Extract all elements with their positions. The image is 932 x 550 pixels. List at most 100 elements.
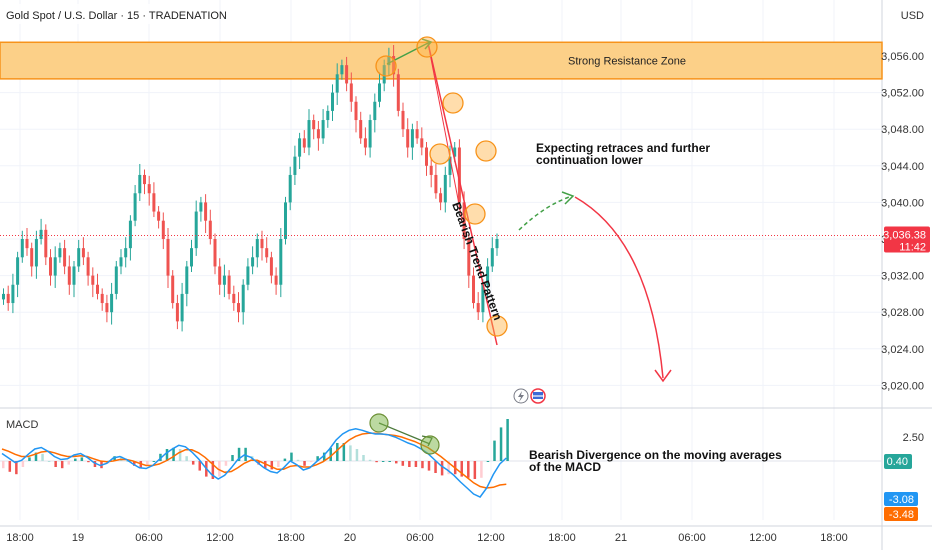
macd-histogram-bar [2,461,5,469]
candle-body [302,138,306,148]
resistance-zone-label: Strong Resistance Zone [568,56,686,68]
candle-body [335,74,339,93]
macd-histogram-bar [375,461,378,463]
candle-body [340,65,344,75]
macd-histogram-bar [93,461,97,467]
macd-histogram-bar [362,455,365,461]
macd-histogram-bar [447,461,450,475]
candle-body [425,147,428,166]
candle-body [345,65,349,84]
candle-body [86,257,90,276]
time-tick-label: 12:00 [477,532,505,544]
macd-histogram-bar [54,461,57,467]
resistance-zone [0,41,883,80]
trend-line-inner [427,42,463,221]
time-tick-label: 18:00 [277,532,305,544]
candle-body [378,83,381,102]
candle-body [246,266,250,285]
time-tick-label: 18:00 [548,532,576,544]
macd-histogram-bar [460,461,463,477]
candle-body [25,239,29,249]
candle-body [373,101,377,121]
macd-histogram-bar [440,461,444,476]
macd-histogram-bar [198,461,201,471]
candle-body [321,120,325,139]
candle-body [67,266,71,285]
candle-body [213,239,217,267]
candle-body [415,129,419,139]
candle-body [166,239,170,276]
candle-body [255,239,259,258]
candle-body [439,193,443,203]
macd-histogram-bar [21,461,25,467]
macd-histogram-bar [139,461,143,469]
macd-histogram-bar [41,453,44,461]
macd-histogram-bar [237,447,241,461]
candle-body [316,129,320,139]
candle-body [269,257,273,276]
price-tick-label: 3,024.00 [881,344,924,356]
candle-body [349,83,353,102]
candle-body [410,129,414,148]
projection-arrowhead [561,191,575,205]
candle-body [284,202,287,239]
macd-histogram-bar [355,449,359,461]
macd-histogram-bar [231,455,234,461]
macd-histogram-bar [322,452,326,461]
macd-pane-label: MACD [6,419,38,431]
macd-histogram-bar [34,452,38,461]
candle-body [429,165,433,175]
candle-body [481,284,485,313]
projection-down-arrowhead [654,369,672,383]
macd-histogram-bar [408,461,411,467]
price-tick-label: 3,052.00 [881,88,924,100]
swing-point-circle [464,203,486,225]
macd-histogram-bar [277,461,280,467]
candle-body [6,293,10,304]
candle-body [124,248,128,258]
macd-histogram-bar [467,461,470,478]
candle-body [279,239,283,285]
macd-tick-label: 2.50 [903,432,924,444]
candle-body [199,202,203,212]
hist-value-tag [884,507,918,521]
macd-histogram-bar [486,461,490,462]
candle-body [16,257,20,285]
signal-value-label: -3.08 [889,494,914,506]
current-price-countdown: 11:42 [899,242,926,254]
macd-histogram-bar [303,461,306,466]
candle-body [448,156,452,175]
macd-histogram-bar [401,461,405,466]
candle-body [326,110,330,121]
candle-body [185,266,189,294]
trend-line [427,42,498,346]
macd-histogram-bar [473,461,477,479]
candle-body [218,266,222,285]
candle-body [392,56,396,75]
projection-retrace-path [518,195,573,231]
macd-histogram-bar [172,447,175,461]
macd-histogram-bar [296,459,300,461]
macd-histogram-bar [336,443,339,461]
candle-body [152,193,156,212]
candle-body [114,266,118,294]
macd-histogram-bar [381,461,385,462]
candle-body [401,110,405,130]
time-tick-label: 12:00 [749,532,777,544]
macd-histogram-bar [185,456,188,461]
macd-histogram-bar [349,445,352,461]
candle-body [382,65,386,84]
candle-body [34,239,38,267]
candle-body [161,220,165,239]
macd-histogram-bar [270,461,274,470]
macd-histogram-bar [67,461,70,465]
macd-histogram-bar [211,461,215,479]
macd-histogram-bar [493,440,496,461]
macd-value-label: 0.40 [887,456,908,468]
current-price-value: 3,036.38 [883,230,926,242]
macd-histogram-bar [309,461,313,463]
price-tick-label: 3,048.00 [881,124,924,136]
projection-down-curve [574,196,664,379]
